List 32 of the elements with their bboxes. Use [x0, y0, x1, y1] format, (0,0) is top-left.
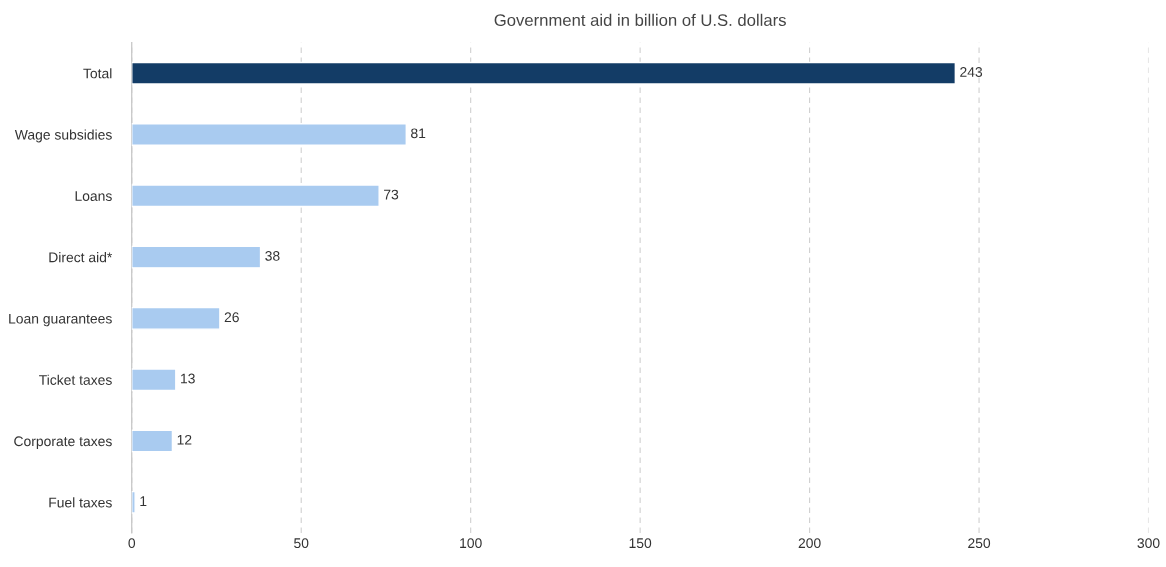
x-tick-label: 300: [1137, 538, 1160, 549]
x-tick-label: 150: [629, 538, 652, 549]
x-tick-label: 250: [968, 538, 991, 549]
bar: [131, 184, 380, 208]
x-tick-label: 100: [460, 538, 482, 549]
bar: [131, 245, 262, 269]
bar: [131, 429, 174, 453]
x-tick-label: 0: [128, 538, 136, 549]
y-tick-label: Total: [83, 68, 112, 79]
data-label: 1: [140, 496, 147, 506]
data-label: 81: [411, 128, 426, 139]
y-tick-label: Wage subsidies: [14, 129, 112, 143]
chart-title: Government aid in billion of U.S. dollars: [494, 13, 786, 27]
y-tick-label: Fuel taxes: [49, 497, 112, 508]
data-label: 12: [177, 434, 192, 445]
data-label: 26: [224, 312, 239, 323]
y-tick-label: Loans: [75, 191, 112, 201]
y-tick-label: Direct aid*: [49, 252, 113, 263]
bar: [131, 306, 221, 330]
data-label: 243: [960, 67, 983, 77]
bar: [131, 368, 177, 392]
bar: [131, 490, 136, 514]
bar: [131, 123, 407, 146]
y-tick-label: Ticket taxes: [39, 374, 112, 385]
data-label: 38: [265, 250, 280, 261]
y-tick-label: Corporate taxes: [14, 436, 112, 449]
data-label: 73: [384, 189, 399, 200]
x-tick-label: 200: [798, 538, 821, 549]
bar: [131, 61, 957, 85]
data-label: 13: [181, 373, 195, 384]
y-tick-label: Loan guarantees: [9, 313, 112, 327]
x-tick-label: 50: [294, 538, 309, 549]
